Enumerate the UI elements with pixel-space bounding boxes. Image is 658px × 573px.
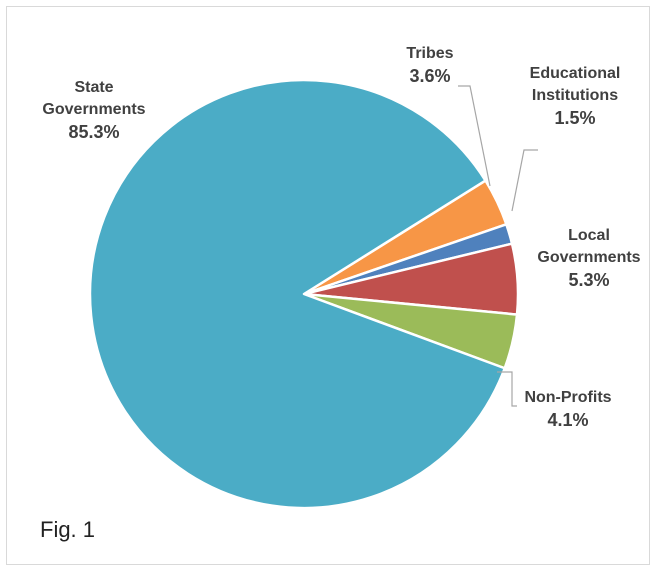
- figure-caption: Fig. 1: [40, 517, 96, 542]
- leader-line-tribes: [458, 85, 491, 187]
- leader-line-edu: [511, 149, 538, 212]
- slice-label-tribes: Tribes: [406, 45, 453, 62]
- slice-label-local: Local: [568, 227, 610, 244]
- slice-percent-nonprofit: 4.1%: [547, 410, 588, 430]
- leader-line-nonprofit: [497, 371, 517, 407]
- slice-percent-tribes: 3.6%: [409, 66, 450, 86]
- slice-label-state: State: [74, 79, 113, 96]
- slice-label-nonprofit: Non-Profits: [524, 389, 611, 406]
- pie-slice-state: [88, 78, 506, 510]
- slice-percent-local: 5.3%: [568, 270, 609, 290]
- slice-label-edu: Institutions: [532, 87, 618, 104]
- slice-label-edu: Educational: [530, 65, 621, 82]
- slice-percent-state: 85.3%: [68, 122, 119, 142]
- slice-percent-edu: 1.5%: [554, 108, 595, 128]
- slice-label-local: Governments: [537, 249, 640, 266]
- slice-label-state: Governments: [42, 101, 145, 118]
